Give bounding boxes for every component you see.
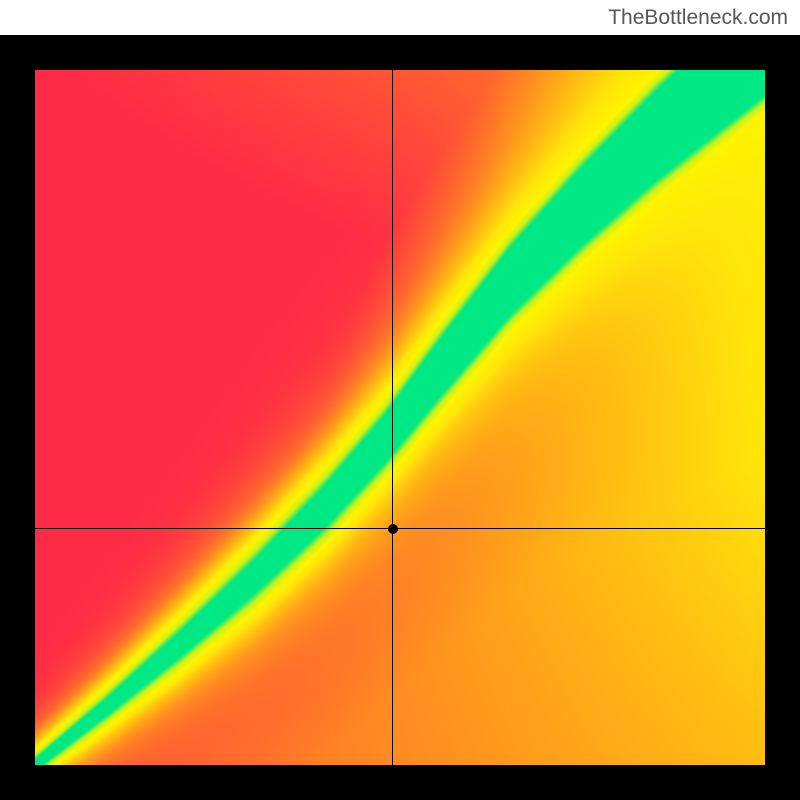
- watermark-text: TheBottleneck.com: [608, 6, 788, 30]
- heatmap-canvas: [35, 70, 765, 765]
- crosshair-marker: [388, 524, 398, 534]
- crosshair-vertical: [392, 70, 393, 765]
- chart-container: TheBottleneck.com: [0, 0, 800, 800]
- chart-frame: [0, 35, 800, 800]
- crosshair-horizontal: [35, 528, 765, 529]
